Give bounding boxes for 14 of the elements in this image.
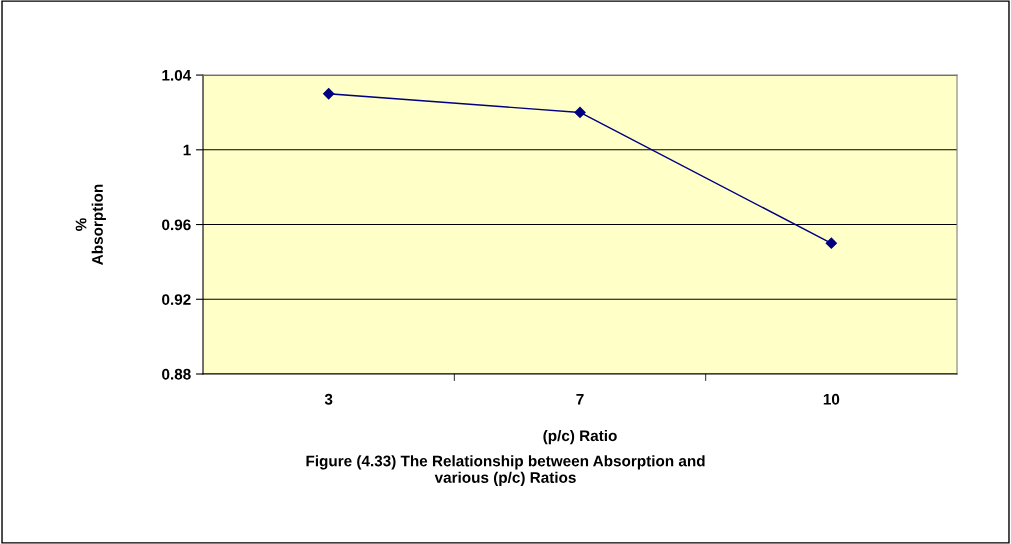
text: Figure (4.33) The Relationship between Absorption and various (p/c) Ratios [306, 455, 705, 486]
y-tick-label: 0.88 [162, 368, 191, 380]
x-tick-label: 7 [576, 394, 584, 405]
x-tick-label: 3 [324, 393, 333, 405]
y-tick-label: 0.96 [162, 219, 191, 231]
y-tick-label: 1.04 [162, 69, 192, 81]
x-tick-label: 10 [823, 393, 840, 405]
y-tick-label: 0.92 [162, 294, 191, 305]
x-axis-title: (p/c) Ratio [543, 429, 617, 445]
point [825, 237, 837, 249]
y-axis-title: % Absorption [75, 184, 106, 265]
point [323, 88, 335, 100]
point [574, 106, 586, 119]
y-tick-label: 1 [183, 144, 191, 156]
